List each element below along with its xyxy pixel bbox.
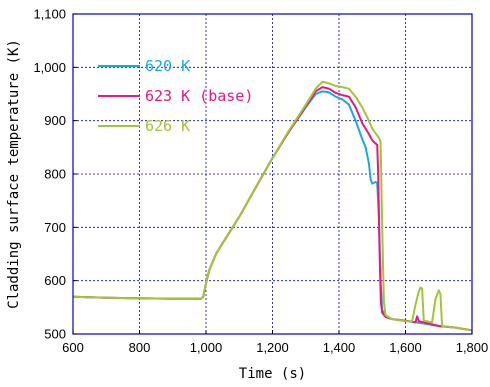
y-tick-label: 500 — [44, 327, 66, 342]
x-axis: 600 800 1,000 1,200 1,400 1,600 1,800 — [62, 330, 488, 355]
x-tick-label: 600 — [62, 340, 84, 355]
y-axis-title: Cladding surface temperature (K) — [6, 39, 22, 309]
x-tick-label: 800 — [129, 340, 151, 355]
x-tick-label: 1,800 — [456, 340, 489, 355]
grid — [73, 14, 472, 334]
x-tick-label: 1,600 — [389, 340, 422, 355]
x-tick-label: 1,000 — [190, 340, 223, 355]
legend: 620 K 623 K (base) 626 K — [98, 57, 253, 135]
y-tick-label: 1,100 — [33, 7, 66, 22]
y-tick-label: 800 — [44, 167, 66, 182]
x-tick-label: 1,400 — [323, 340, 356, 355]
y-tick-label: 900 — [44, 113, 66, 128]
y-tick-label: 1,000 — [33, 60, 66, 75]
series-line-3 — [72, 80, 473, 332]
series-lines — [72, 80, 473, 332]
y-axis: 500 600 700 800 900 1,000 1,100 — [33, 7, 77, 342]
x-axis-title: Time (s) — [239, 366, 306, 382]
legend-label: 620 K — [145, 57, 190, 75]
y-tick-label: 700 — [44, 220, 66, 235]
y-tick-label: 600 — [44, 273, 66, 288]
legend-label: 626 K — [145, 117, 190, 135]
legend-label: 623 K (base) — [145, 87, 253, 105]
x-tick-label: 1,200 — [256, 340, 289, 355]
